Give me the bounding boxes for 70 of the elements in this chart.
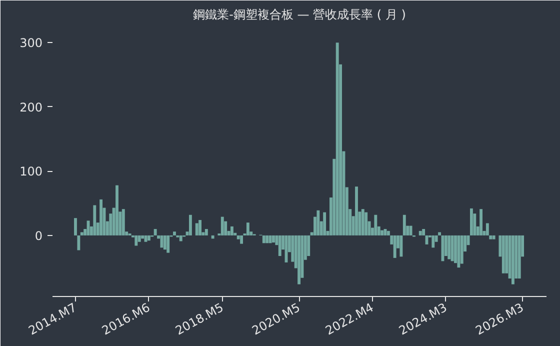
bar bbox=[470, 208, 473, 236]
bar bbox=[163, 235, 166, 250]
bar bbox=[316, 210, 320, 236]
bar bbox=[166, 235, 170, 253]
bar bbox=[486, 223, 489, 236]
bar bbox=[323, 212, 326, 236]
bar bbox=[422, 229, 426, 236]
bar bbox=[278, 235, 282, 256]
bar bbox=[374, 214, 378, 236]
y-tick-label: 0 bbox=[34, 228, 43, 243]
bar bbox=[224, 221, 228, 236]
bar bbox=[492, 235, 496, 240]
bar bbox=[364, 212, 368, 236]
bar bbox=[361, 209, 364, 236]
bar bbox=[188, 214, 192, 236]
bar bbox=[138, 235, 141, 242]
bar bbox=[147, 235, 150, 241]
bar bbox=[298, 235, 300, 284]
y-tick-label: 200 bbox=[20, 100, 42, 114]
bar bbox=[450, 235, 454, 262]
bar bbox=[355, 186, 358, 236]
bar bbox=[418, 230, 422, 236]
bar bbox=[457, 235, 460, 268]
bar bbox=[230, 226, 234, 236]
bar bbox=[246, 222, 250, 236]
y-tick-label: 100 bbox=[20, 164, 42, 179]
y-tick-label: 300 bbox=[20, 36, 42, 50]
bar bbox=[266, 235, 269, 244]
bar bbox=[268, 235, 272, 244]
bar bbox=[122, 209, 125, 236]
bar bbox=[409, 226, 412, 236]
bar bbox=[432, 235, 435, 248]
bar bbox=[386, 230, 390, 236]
bar bbox=[402, 214, 406, 236]
bar bbox=[80, 232, 84, 236]
bar bbox=[198, 220, 202, 236]
bar bbox=[489, 235, 492, 240]
bar bbox=[272, 235, 275, 242]
bar bbox=[100, 199, 103, 236]
bar bbox=[134, 235, 138, 246]
bar bbox=[307, 235, 310, 256]
bar bbox=[518, 235, 521, 278]
bar bbox=[195, 223, 198, 236]
bar bbox=[336, 42, 339, 236]
bar bbox=[116, 185, 118, 236]
bar bbox=[512, 235, 514, 284]
bar bbox=[154, 229, 157, 236]
bar bbox=[179, 235, 182, 242]
chart-title: 鋼鐵業-鋼塑複合板 — 營收成長率 ( 月 ) bbox=[193, 8, 406, 22]
bar bbox=[204, 229, 208, 236]
bar bbox=[93, 205, 96, 236]
bar bbox=[438, 232, 441, 236]
bar bbox=[502, 235, 505, 274]
bar bbox=[77, 235, 80, 250]
bar bbox=[460, 235, 464, 264]
bar bbox=[448, 235, 451, 260]
bar bbox=[454, 235, 457, 264]
bar bbox=[380, 230, 384, 236]
bar bbox=[173, 232, 176, 236]
bar bbox=[480, 209, 483, 236]
bar bbox=[74, 218, 77, 236]
bar bbox=[441, 235, 444, 262]
bar bbox=[220, 216, 224, 236]
bar bbox=[141, 235, 144, 239]
bar bbox=[160, 235, 164, 248]
bar bbox=[400, 235, 403, 257]
bar bbox=[393, 235, 396, 258]
bar bbox=[262, 235, 266, 244]
bar bbox=[240, 235, 244, 244]
bar bbox=[211, 235, 214, 239]
